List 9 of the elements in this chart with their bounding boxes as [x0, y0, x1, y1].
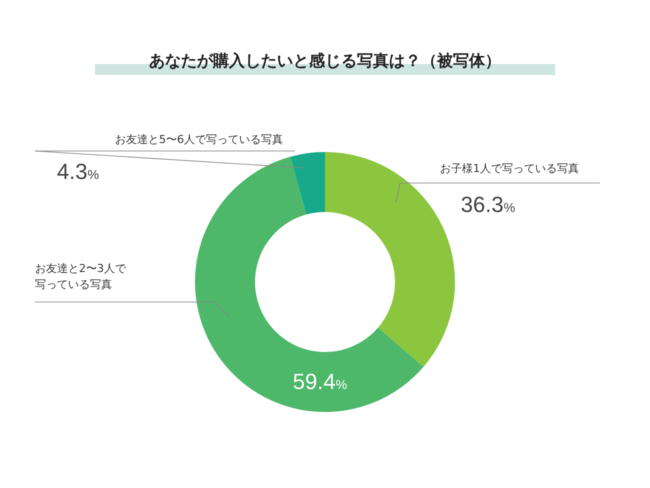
slice-label: お友達と2〜3人で写っている写真 [35, 262, 127, 291]
slice-label: お友達と5〜6人で写っている写真 [115, 133, 283, 146]
data-label: 4.3% [56, 159, 100, 184]
chart-title: あなたが購入したいと感じる写真は？（被写体） [149, 51, 501, 70]
donut-slice [195, 156, 424, 412]
donut-slice [290, 152, 325, 215]
slice-label: お子様1人で写っている写真 [440, 162, 579, 175]
data-label: 59.4% [292, 369, 348, 394]
data-label: 36.3% [460, 192, 516, 217]
